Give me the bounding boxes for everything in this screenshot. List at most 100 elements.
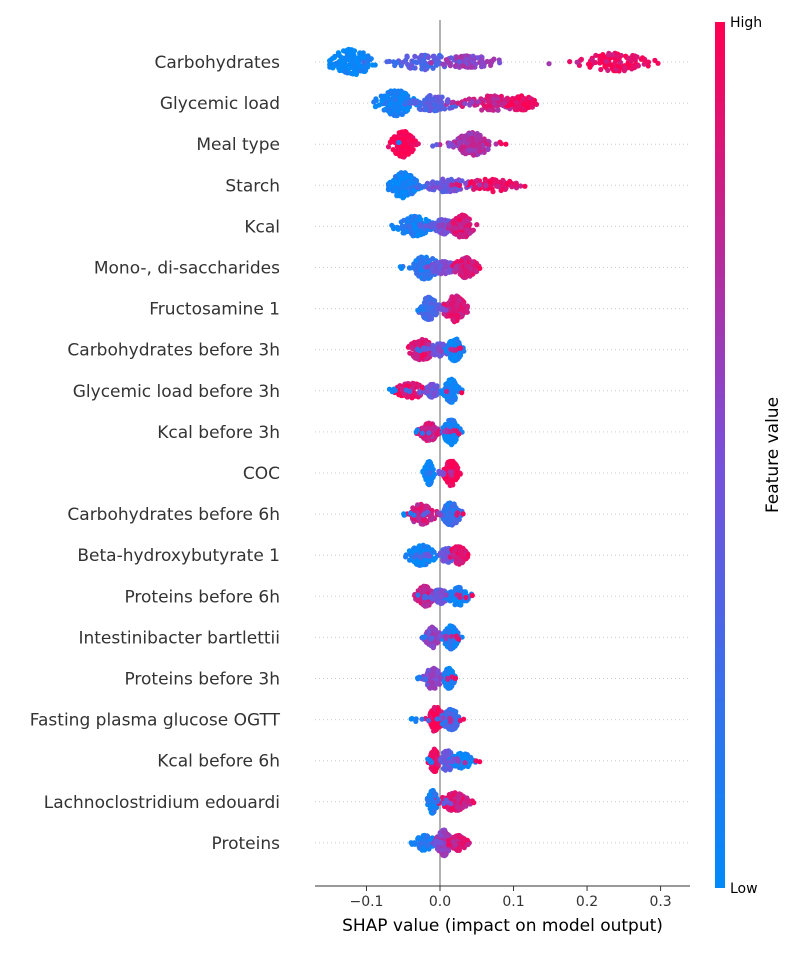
shap-point: [485, 146, 490, 151]
shap-point: [459, 258, 464, 263]
shap-point: [454, 513, 459, 518]
shap-point: [339, 59, 344, 64]
shap-point: [424, 470, 429, 475]
shap-point: [457, 140, 462, 145]
shap-point: [424, 421, 429, 426]
shap-point: [420, 431, 425, 436]
shap-point: [421, 518, 426, 523]
shap-point: [471, 148, 476, 153]
shap-point: [452, 602, 457, 607]
shap-point: [414, 552, 419, 557]
shap-point: [425, 389, 430, 394]
shap-point: [405, 394, 410, 399]
shap-point: [385, 93, 390, 98]
shap-point: [396, 392, 401, 397]
shap-point: [443, 308, 448, 313]
shap-point: [448, 347, 453, 352]
shap-point: [490, 107, 495, 112]
shap-point: [497, 60, 502, 65]
shap-point: [412, 225, 417, 230]
shap-point: [466, 223, 471, 228]
shap-point: [412, 559, 417, 564]
shap-point: [423, 426, 428, 431]
shap-point: [462, 101, 467, 106]
shap-point: [398, 99, 403, 104]
shap-point: [478, 137, 483, 142]
shap-point: [457, 593, 462, 598]
shap-point: [521, 96, 526, 101]
shap-point: [400, 60, 405, 65]
shap-point: [443, 438, 448, 443]
feature-row-points: [371, 88, 539, 118]
shap-point: [455, 313, 460, 318]
shap-point: [426, 641, 431, 646]
shap-point: [439, 589, 444, 594]
shap-point: [399, 149, 404, 154]
shap-point: [567, 59, 572, 64]
shap-point: [448, 429, 453, 434]
shap-point: [423, 338, 428, 343]
shap-point: [386, 183, 391, 188]
shap-point: [422, 184, 427, 189]
shap-point: [457, 234, 462, 239]
shap-point: [407, 548, 412, 553]
feature-row-points: [403, 543, 471, 568]
shap-point: [334, 61, 339, 66]
shap-point: [423, 504, 428, 509]
shap-point: [430, 143, 435, 148]
shap-point: [461, 511, 466, 516]
shap-point: [419, 66, 424, 71]
shap-point: [491, 96, 496, 101]
shap-point: [446, 143, 451, 148]
shap-point: [529, 99, 534, 104]
feature-row-points: [412, 584, 475, 609]
shap-point: [461, 63, 466, 68]
shap-point: [415, 592, 420, 597]
shap-point: [399, 170, 404, 175]
shap-point: [407, 185, 412, 190]
feature-row-points: [415, 293, 470, 324]
shap-point: [448, 302, 453, 307]
shap-point: [439, 231, 444, 236]
shap-point: [415, 427, 420, 432]
shap-point: [426, 630, 431, 635]
shap-point: [434, 180, 439, 185]
shap-point: [407, 265, 412, 270]
shap-point: [403, 100, 408, 105]
shap-point: [393, 188, 398, 193]
shap-point: [603, 59, 608, 64]
shap-point: [608, 62, 613, 67]
shap-point: [479, 107, 484, 112]
shap-point: [514, 100, 519, 105]
shap-point: [496, 184, 501, 189]
shap-point: [429, 422, 434, 427]
shap-point: [456, 64, 461, 69]
shap-point: [467, 137, 472, 142]
shap-point: [628, 59, 633, 64]
shap-point: [439, 388, 444, 393]
shap-point: [461, 144, 466, 149]
shap-point: [449, 386, 454, 391]
shap-point: [449, 182, 454, 187]
shap-point: [428, 93, 433, 98]
shap-point: [429, 266, 434, 271]
shap-point: [392, 105, 397, 110]
shap-point: [419, 306, 424, 311]
feature-row-points: [401, 500, 466, 527]
shap-point: [442, 183, 447, 188]
shap-point: [425, 545, 430, 550]
shap-point: [448, 469, 453, 474]
shap-point: [474, 222, 479, 227]
shap-point: [424, 603, 429, 608]
shap-point: [379, 98, 384, 103]
shap-point: [346, 47, 351, 52]
shap-point: [459, 390, 464, 395]
shap-point: [448, 483, 453, 488]
shap-point: [476, 99, 481, 104]
shap-point: [421, 58, 426, 63]
shap-point: [408, 511, 413, 516]
shap-point: [467, 102, 472, 107]
shap-point: [448, 313, 453, 318]
shap-point: [394, 92, 399, 97]
